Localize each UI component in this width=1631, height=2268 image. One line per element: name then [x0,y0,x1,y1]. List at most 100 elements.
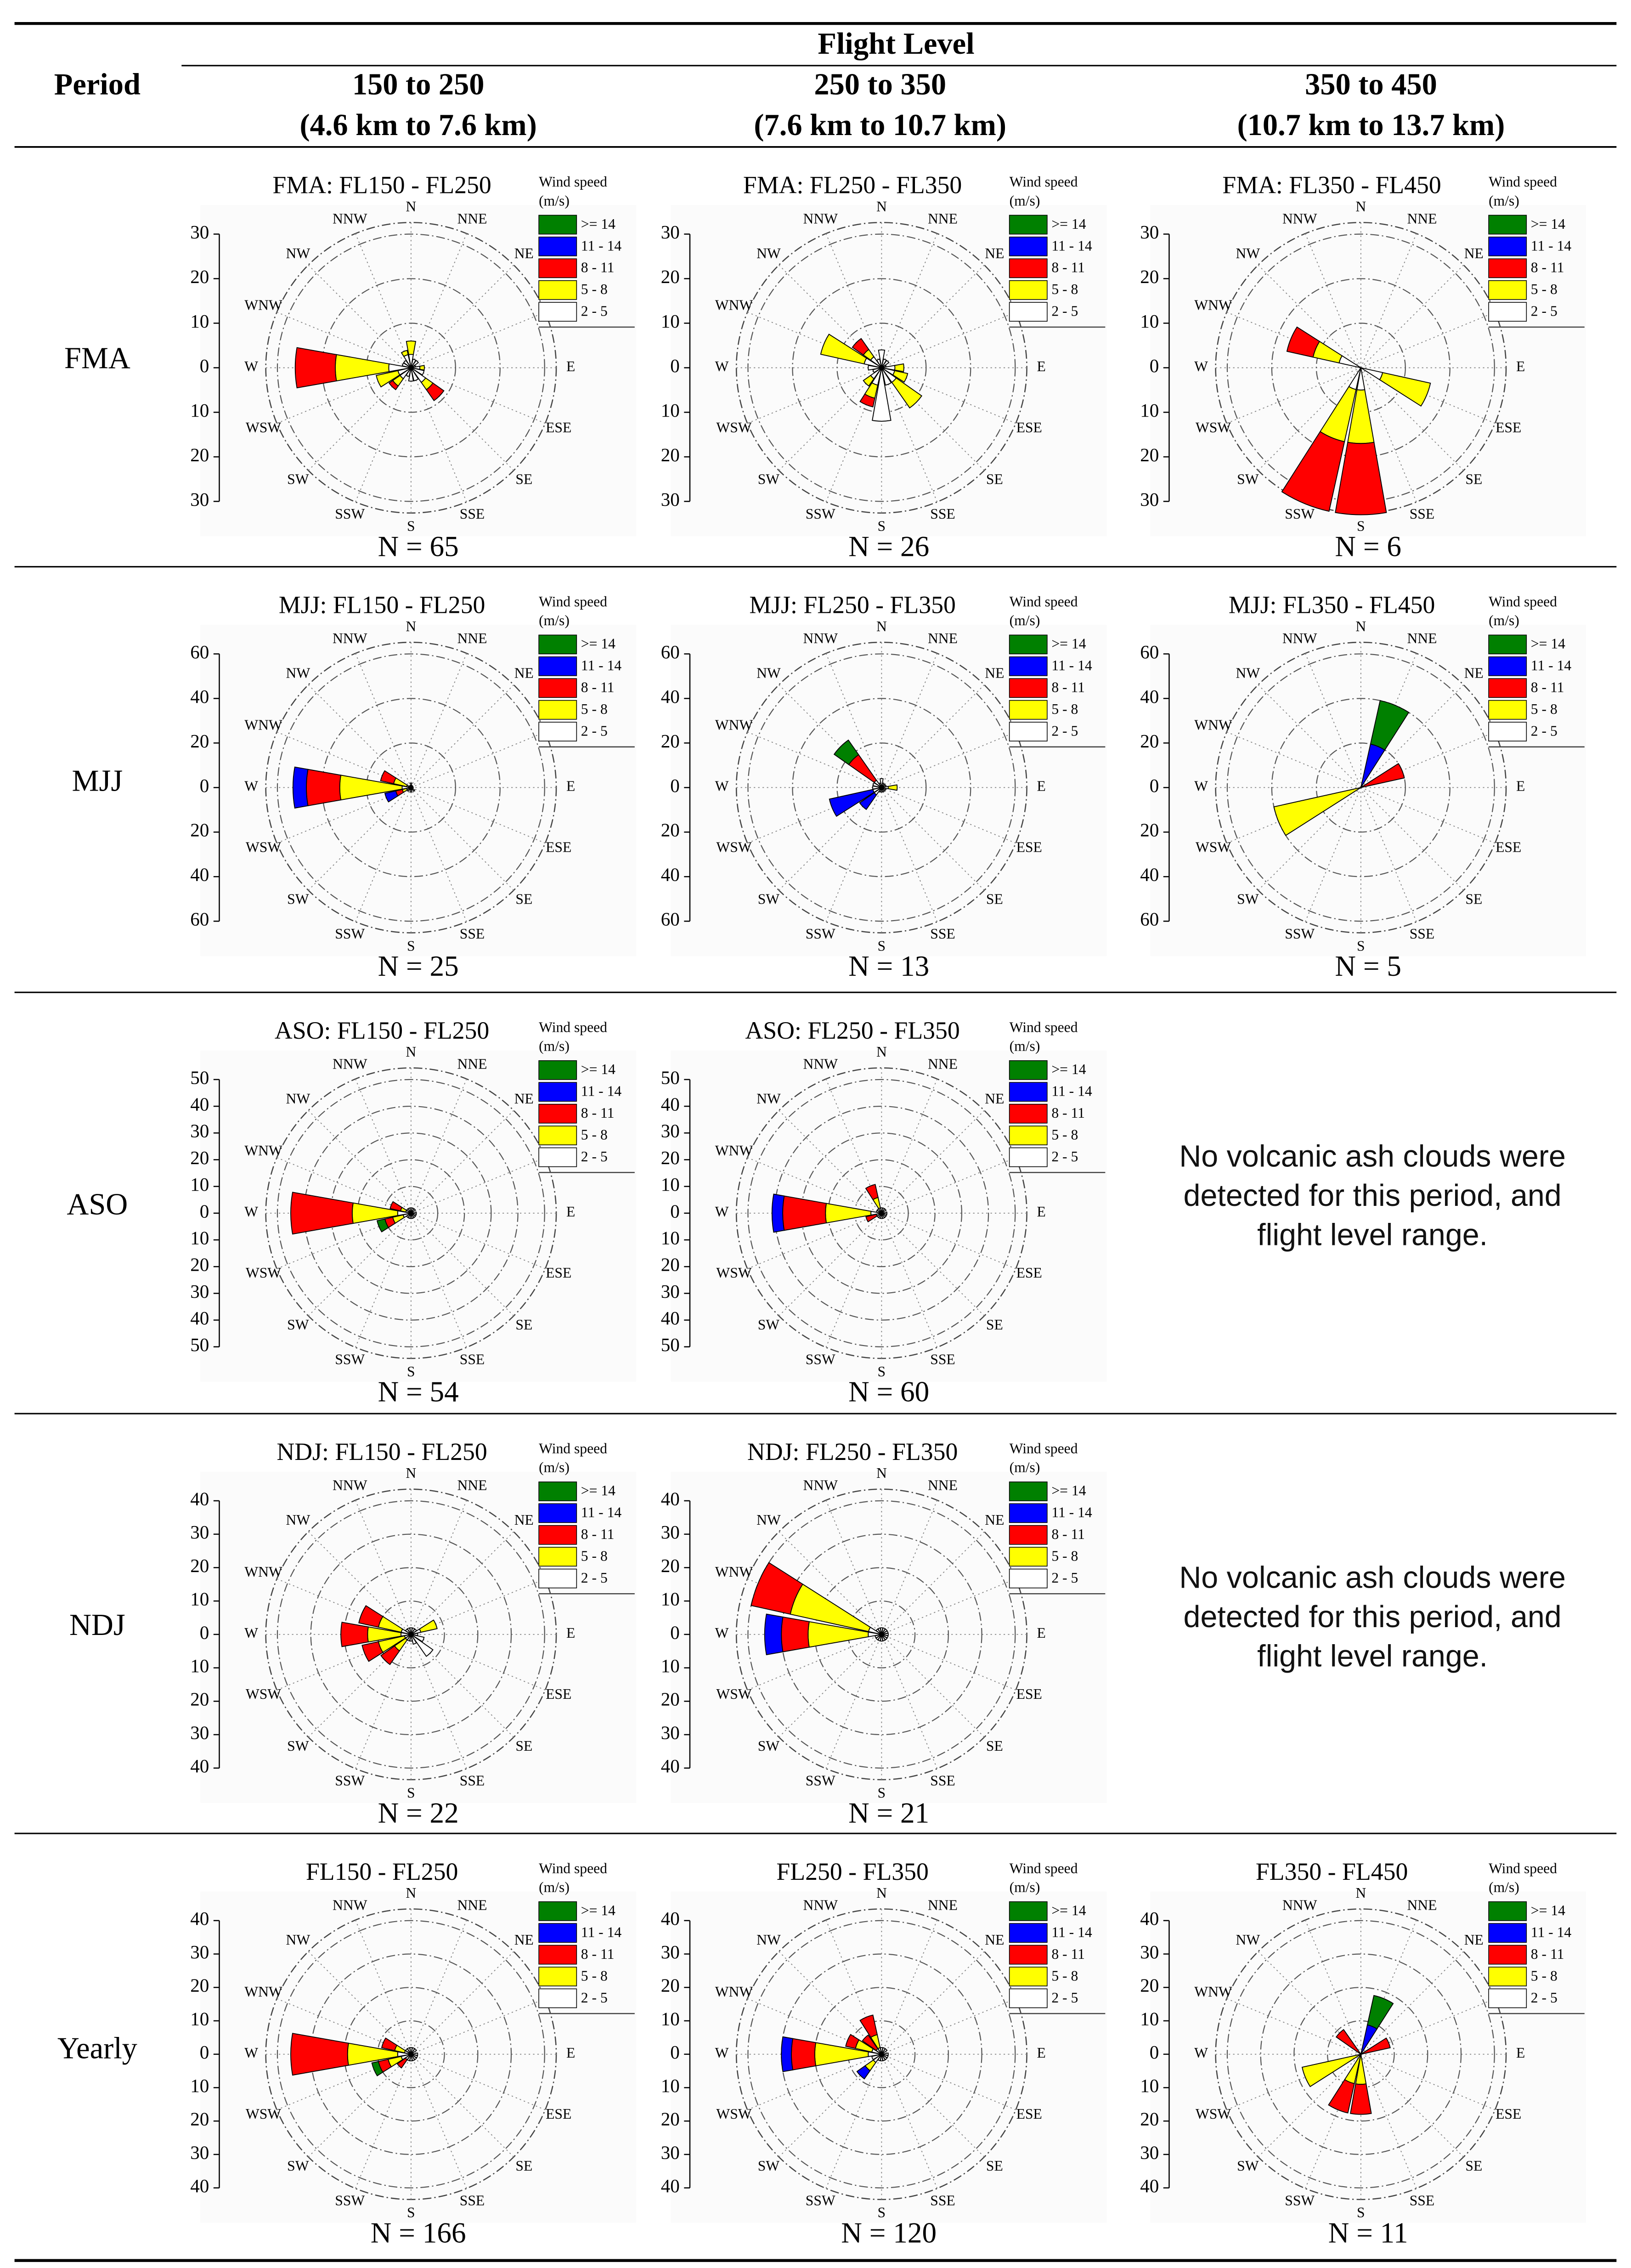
legend-label: 8 - 11 [1531,1946,1564,1962]
direction-label: NE [985,1932,1004,1948]
legend-swatch [1488,700,1527,720]
r-tick-label: 20 [1140,1975,1159,1996]
direction-label: SSE [930,2192,955,2208]
grid-ring [792,278,971,458]
chart-title: MJJ: FL150 - FL250 [279,591,485,619]
direction-label: E [566,1625,575,1641]
chart-title: FMA: FL350 - FL450 [1222,171,1441,199]
sample-count: N = 54 [378,1376,459,1408]
r-tick-label: 30 [190,221,209,243]
r-tick-label: 20 [190,1975,209,1996]
r-tick-label: 40 [661,1307,680,1329]
legend-label: 8 - 11 [581,1946,615,1962]
direction-label: W [715,1625,729,1641]
direction-label: SW [758,1317,780,1333]
petal-segment [1360,763,1405,788]
petal-segment [1366,1995,1394,2030]
petal-segment [419,365,425,371]
petal-segment [1370,700,1410,751]
r-tick-label: 0 [1150,2042,1159,2063]
r-tick-label: 0 [670,775,680,796]
r-tick-label: 30 [661,1281,680,1302]
r-tick-label: 20 [661,1555,680,1576]
r-tick-label: 10 [661,1589,680,1610]
direction-label: S [407,518,415,534]
legend-unit: (m/s) [539,1879,570,1895]
legend-label: 5 - 8 [581,1548,608,1564]
direction-label: SSW [1285,2192,1315,2208]
grid-ring [1271,698,1450,877]
legend-swatch [538,1568,577,1589]
petal-segment [820,334,867,365]
r-tick-label: 50 [661,1067,680,1088]
direction-label: ESE [1016,1686,1042,1702]
petal-segment [881,1208,887,1214]
petal-segment [384,790,399,803]
legend-swatch [1009,1147,1048,1167]
legend-unit: (m/s) [539,192,570,209]
r-tick-label: 10 [190,2008,209,2029]
direction-label: E [1037,1625,1046,1641]
petal-segment [406,2047,412,2055]
direction-label: NNE [1407,1897,1437,1913]
legend-label: 2 - 5 [1531,303,1558,319]
r-tick-label: 30 [1140,1941,1159,1963]
r-tick-label: 20 [190,730,209,752]
legend-swatch [1009,1082,1048,1102]
direction-label: S [407,1785,415,1801]
group-header: Flight Level [818,27,974,61]
legend-title: Wind speed [1489,1860,1557,1876]
petal-segment [829,789,875,817]
direction-label: SE [1465,2158,1482,2174]
petal-segment [371,2061,384,2076]
r-tick-label: 0 [1150,775,1159,796]
petal-segment [879,778,884,788]
petal-segment [881,360,890,368]
direction-label: NNE [1407,630,1437,646]
r-tick-label: 0 [200,775,209,796]
direction-label: NW [1236,665,1260,681]
direction-label: NE [514,665,534,681]
legend-swatch [1009,1967,1048,1986]
legend-label: 5 - 8 [1531,281,1558,297]
legend-label: 5 - 8 [581,701,608,717]
r-tick-label: 30 [190,1281,209,1302]
petal-segment [406,1627,412,1635]
direction-label: NW [756,665,781,681]
direction-label: E [566,2045,575,2061]
chart-title: ASO: FL250 - FL350 [745,1017,959,1044]
legend-label: 11 - 14 [1051,657,1092,673]
direction-label: WSW [246,2106,281,2122]
petal-segment [376,1218,389,1233]
legend-label: >= 14 [1531,636,1565,652]
legend-swatch [1009,1503,1048,1523]
petal-segment [881,368,892,386]
legend-label: 5 - 8 [1051,1968,1078,1984]
petal-segment [852,338,869,356]
direction-label: SSW [1285,506,1315,522]
legend-swatch [1009,678,1048,698]
legend-swatch [1009,1547,1048,1567]
grid-ring [277,1920,545,2189]
direction-label: WSW [1196,419,1231,436]
legend-swatch [538,722,577,741]
direction-label: E [566,778,575,794]
petal-segment [340,1622,369,1647]
r-tick-label: 30 [661,221,680,243]
direction-label: SSW [806,2192,835,2208]
chart-title: NDJ: FL150 - FL250 [277,1438,487,1465]
direction-label: NE [1464,665,1484,681]
legend-label: 8 - 11 [1051,1946,1085,1962]
petal-segment [306,769,342,807]
direction-label: WSW [1196,839,1231,855]
legend-label: 11 - 14 [1051,1504,1092,1521]
direction-label: NW [286,1091,310,1107]
direction-label: N [1355,1885,1366,1901]
direction-label: SSE [460,2192,485,2208]
legend-label: 11 - 14 [1531,1924,1572,1940]
legend-label: 5 - 8 [1051,281,1078,297]
r-tick-label: 0 [670,1200,680,1222]
legend-swatch [538,1988,577,2008]
legend-title: Wind speed [539,1019,607,1035]
